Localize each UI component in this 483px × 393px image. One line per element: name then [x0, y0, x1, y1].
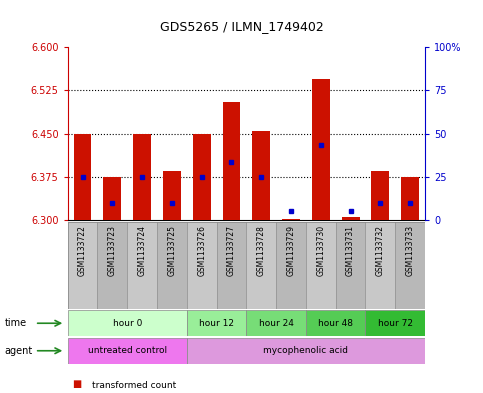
Bar	[98, 222, 127, 309]
Text: untreated control: untreated control	[87, 346, 167, 355]
Text: GSM1133732: GSM1133732	[376, 225, 385, 275]
Bar	[371, 171, 389, 220]
Text: hour 12: hour 12	[199, 319, 234, 328]
Text: GSM1133731: GSM1133731	[346, 225, 355, 275]
Bar	[187, 222, 216, 309]
Bar	[127, 222, 157, 309]
Bar	[401, 177, 419, 220]
Text: transformed count: transformed count	[92, 381, 176, 390]
Bar	[133, 134, 151, 220]
Bar	[282, 219, 300, 220]
Bar	[193, 134, 211, 220]
Text: time: time	[5, 318, 27, 328]
Bar	[306, 222, 336, 309]
Text: hour 48: hour 48	[318, 319, 353, 328]
Bar	[157, 222, 187, 309]
Text: GSM1133725: GSM1133725	[168, 225, 176, 275]
Bar	[216, 222, 246, 309]
Bar	[163, 171, 181, 220]
Bar	[68, 310, 187, 336]
Bar	[187, 310, 246, 336]
Text: GSM1133730: GSM1133730	[316, 225, 325, 276]
Text: hour 24: hour 24	[259, 319, 294, 328]
Bar	[366, 222, 395, 309]
Text: mycophenolic acid: mycophenolic acid	[263, 346, 348, 355]
Bar	[366, 310, 425, 336]
Text: GSM1133727: GSM1133727	[227, 225, 236, 275]
Bar	[68, 338, 187, 364]
Text: hour 0: hour 0	[113, 319, 142, 328]
Bar	[306, 310, 366, 336]
Bar	[336, 222, 366, 309]
Bar	[246, 310, 306, 336]
Text: hour 72: hour 72	[378, 319, 413, 328]
Text: GDS5265 / ILMN_1749402: GDS5265 / ILMN_1749402	[159, 20, 324, 33]
Bar	[103, 177, 121, 220]
Text: GSM1133728: GSM1133728	[257, 225, 266, 275]
Text: GSM1133724: GSM1133724	[138, 225, 146, 275]
Bar	[312, 79, 330, 220]
Bar	[341, 217, 359, 220]
Bar	[395, 222, 425, 309]
Bar	[252, 131, 270, 220]
Text: GSM1133723: GSM1133723	[108, 225, 117, 275]
Text: ■: ■	[72, 379, 82, 389]
Text: agent: agent	[5, 346, 33, 356]
Bar	[223, 102, 241, 220]
Bar	[276, 222, 306, 309]
Text: GSM1133733: GSM1133733	[406, 225, 414, 276]
Text: GSM1133722: GSM1133722	[78, 225, 87, 275]
Bar	[246, 222, 276, 309]
Text: GSM1133726: GSM1133726	[197, 225, 206, 275]
Bar	[73, 134, 91, 220]
Bar	[187, 338, 425, 364]
Bar	[68, 222, 98, 309]
Text: GSM1133729: GSM1133729	[286, 225, 296, 275]
